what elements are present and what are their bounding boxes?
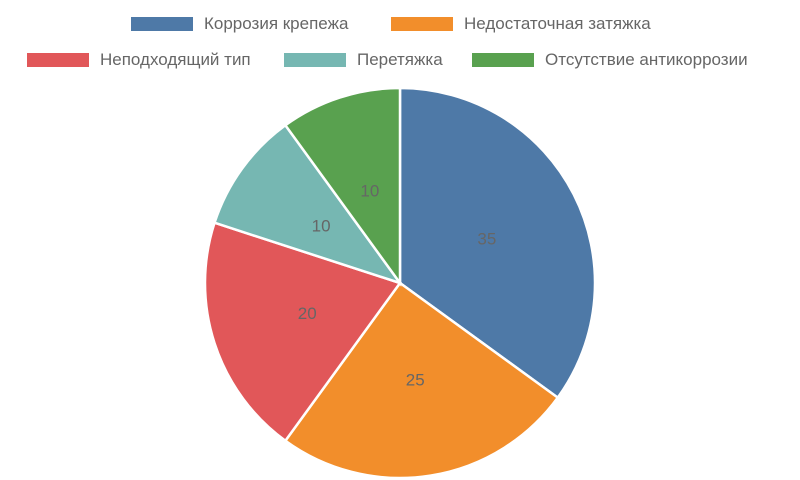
pie-slice-3[interactable] bbox=[212, 123, 404, 286]
pie-slice-4[interactable] bbox=[283, 86, 402, 287]
legend-label-1: Недостаточная затяжка bbox=[464, 14, 651, 33]
data-label-1: 25 bbox=[406, 370, 425, 389]
legend-item-1[interactable]: Недостаточная затяжка bbox=[391, 14, 651, 34]
data-label-4: 10 bbox=[360, 181, 379, 200]
pie-slice-1[interactable] bbox=[283, 281, 560, 480]
legend-item-0[interactable]: Коррозия крепежа bbox=[131, 14, 348, 34]
legend-label-0: Коррозия крепежа bbox=[204, 14, 349, 33]
legend-label-3: Перетяжка bbox=[357, 50, 443, 69]
legend-label-4: Отсутствие антикоррозии bbox=[545, 50, 748, 69]
legend-label-2: Неподходящий тип bbox=[100, 50, 251, 69]
pie-slice-2[interactable] bbox=[203, 221, 403, 443]
legend-item-2[interactable]: Неподходящий тип bbox=[27, 50, 251, 70]
data-label-3: 10 bbox=[312, 217, 331, 236]
legend-item-4[interactable]: Отсутствие антикоррозии bbox=[472, 50, 748, 70]
pie-slice-0[interactable] bbox=[398, 86, 597, 400]
data-label-0: 35 bbox=[477, 230, 496, 249]
legend-item-3[interactable]: Перетяжка bbox=[284, 50, 443, 70]
data-label-2: 20 bbox=[298, 304, 317, 323]
legend-swatch-2 bbox=[27, 53, 89, 67]
legend-swatch-0 bbox=[131, 17, 193, 31]
legend-swatch-4 bbox=[472, 53, 534, 67]
legend-swatch-3 bbox=[284, 53, 346, 67]
legend-swatch-1 bbox=[391, 17, 453, 31]
